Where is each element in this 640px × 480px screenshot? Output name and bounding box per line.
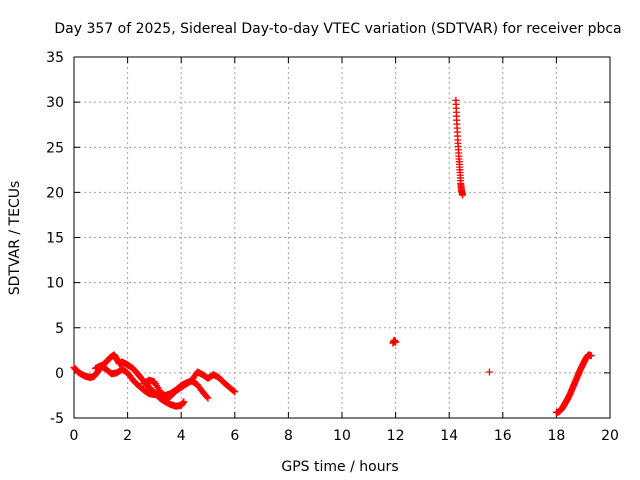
- data-point: [204, 394, 212, 402]
- x-axis-label: GPS time / hours: [281, 459, 398, 475]
- data-point-interp: [230, 387, 238, 395]
- y-tick-label: 15: [46, 231, 64, 247]
- y-tick-label: 0: [55, 366, 64, 382]
- data-series: [485, 368, 493, 376]
- data-point: [459, 191, 467, 199]
- x-tick-label: 6: [230, 428, 239, 444]
- data-point: [231, 388, 239, 396]
- data-series: [552, 351, 595, 417]
- x-tick-label: 18: [547, 428, 565, 444]
- axis-ticks: 0 2 4 6 8 10 12 14 16 18 20 -5 0 5 10 15 20 25 30 35: [46, 50, 619, 444]
- data-point: [180, 398, 188, 406]
- data-series: [140, 368, 239, 402]
- y-tick-label: 10: [46, 276, 64, 292]
- chart-title: Day 357 of 2025, Sidereal Day-to-day VTE…: [54, 21, 621, 37]
- x-tick-label: 20: [601, 428, 619, 444]
- grid: [74, 57, 610, 418]
- x-tick-label: 10: [333, 428, 351, 444]
- y-axis-label: SDTVAR / TECUs: [7, 181, 23, 296]
- y-tick-label: -5: [50, 411, 64, 427]
- y-tick-label: 20: [46, 185, 64, 201]
- x-tick-label: 16: [494, 428, 512, 444]
- data-point: [587, 352, 595, 360]
- y-tick-label: 5: [55, 321, 64, 337]
- data-series: [389, 336, 400, 347]
- data-point-interp: [203, 393, 211, 401]
- data-point: [485, 368, 493, 376]
- y-tick-label: 25: [46, 140, 64, 156]
- x-tick-label: 4: [177, 428, 186, 444]
- y-tick-label: 30: [46, 95, 64, 111]
- x-tick-label: 14: [440, 428, 458, 444]
- data-point: [392, 338, 400, 346]
- x-tick-label: 2: [123, 428, 132, 444]
- data-series: [70, 351, 188, 410]
- x-tick-label: 0: [70, 428, 79, 444]
- x-tick-label: 12: [387, 428, 405, 444]
- x-tick-label: 8: [284, 428, 293, 444]
- y-tick-label: 35: [46, 50, 64, 66]
- data-points: [70, 96, 595, 417]
- data-series: [452, 96, 467, 199]
